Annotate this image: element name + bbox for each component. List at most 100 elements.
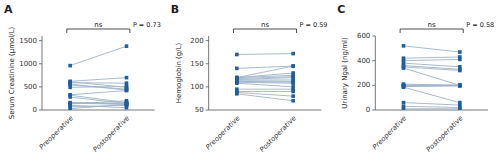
pair-line — [237, 66, 293, 78]
point — [125, 81, 129, 85]
point — [402, 85, 406, 89]
pair-line — [404, 103, 460, 105]
x-tick-label: Preoperative — [204, 114, 241, 151]
pair-line — [237, 83, 293, 87]
point — [291, 75, 295, 79]
pair-line — [237, 77, 293, 79]
y-tick-label: 50 — [195, 106, 204, 114]
pair-line — [237, 73, 293, 78]
y-tick-label: 200 — [190, 37, 203, 45]
point — [291, 99, 295, 103]
significance-label: ns — [261, 21, 269, 29]
panel: B50100150200Hemoglobin (g/L)Preoperative… — [171, 3, 328, 154]
point — [291, 90, 295, 94]
point — [125, 85, 129, 89]
bracket — [67, 29, 130, 33]
y-tick-label: 400 — [357, 57, 370, 65]
y-tick-label: 0 — [366, 106, 370, 114]
pair-line — [404, 84, 460, 85]
pair-line — [404, 85, 460, 86]
point — [68, 86, 72, 90]
point — [125, 76, 129, 80]
pair-line — [404, 106, 460, 107]
point — [291, 81, 295, 85]
pair-line — [237, 78, 293, 80]
point — [235, 81, 239, 85]
point — [458, 107, 462, 110]
bracket — [233, 29, 296, 33]
point — [125, 104, 129, 108]
x-tick-label: Preoperative — [38, 114, 75, 151]
point — [235, 80, 239, 84]
pair-line — [404, 85, 460, 87]
point — [235, 53, 239, 57]
y-tick-label: 1000 — [19, 60, 37, 68]
pair-line — [237, 81, 293, 83]
pair-line — [404, 68, 460, 85]
y-tick — [39, 63, 42, 64]
panel-label: A — [4, 3, 13, 16]
x-tick-label: Postoperative — [258, 114, 298, 154]
pair-line — [70, 46, 126, 65]
pair-line — [237, 91, 293, 92]
point — [458, 50, 462, 54]
y-tick-label: 600 — [357, 32, 370, 40]
plot-area — [235, 52, 295, 103]
y-tick — [206, 86, 209, 87]
point — [458, 84, 462, 88]
pair-line — [404, 46, 460, 52]
x-tick-label: Postoperative — [425, 114, 465, 154]
point — [68, 82, 72, 86]
point — [402, 107, 406, 110]
p-value-label: P = 0.59 — [300, 21, 328, 29]
pair-line — [404, 67, 460, 71]
y-tick-label: 150 — [190, 60, 203, 68]
pair-line — [237, 94, 293, 101]
point — [68, 95, 72, 99]
pair-line — [404, 87, 460, 102]
point — [458, 84, 462, 88]
point — [125, 102, 129, 106]
y-tick — [372, 110, 375, 111]
page: {"chart_data": [ {"type": "slope", "titl… — [0, 0, 500, 165]
point — [402, 66, 406, 70]
y-axis-label: Serum Creatinine (μmol/L) — [8, 26, 16, 119]
y-tick — [372, 36, 375, 37]
pair-line — [70, 104, 126, 108]
y-tick — [372, 85, 375, 86]
p-value-label: P = 0.73 — [133, 21, 161, 29]
pair-line — [237, 53, 293, 55]
pair-line — [70, 86, 126, 88]
pair-line — [404, 85, 460, 87]
panel: C0200400600Urinary Ngal (ng/ml)Preoperat… — [337, 3, 494, 154]
point — [402, 101, 406, 105]
point — [125, 103, 129, 107]
pair-line — [70, 101, 126, 104]
y-tick — [39, 40, 42, 41]
y-axis-line — [208, 36, 209, 110]
pair-line — [70, 105, 126, 107]
pair-line — [237, 80, 293, 81]
point — [458, 84, 462, 88]
point — [458, 58, 462, 62]
point — [458, 84, 462, 88]
x-tick-label: Postoperative — [92, 114, 132, 154]
y-tick-label: 500 — [24, 83, 37, 91]
point — [291, 80, 295, 84]
point — [125, 103, 129, 107]
point — [402, 44, 406, 48]
significance-label: ns — [94, 21, 102, 29]
y-tick-label: 100 — [190, 83, 203, 91]
point — [458, 84, 462, 88]
y-tick-label: 1500 — [19, 37, 37, 45]
point — [291, 64, 295, 68]
point — [125, 88, 129, 92]
x-axis-line — [42, 110, 155, 111]
y-axis-label: Urinary Ngal (ng/ml) — [341, 37, 349, 109]
pair-line — [404, 57, 460, 58]
point — [458, 69, 462, 73]
pair-line — [404, 108, 460, 109]
pair-line — [237, 92, 293, 96]
plot-area — [402, 44, 462, 110]
point — [68, 107, 72, 110]
